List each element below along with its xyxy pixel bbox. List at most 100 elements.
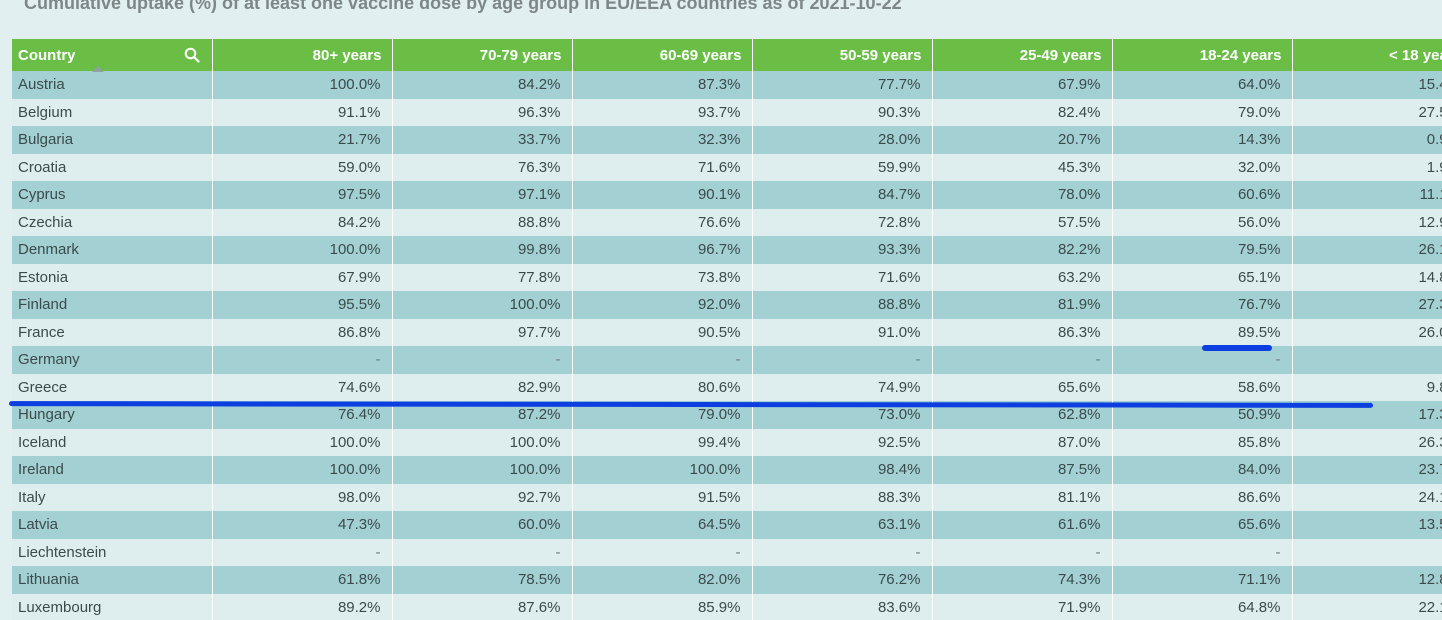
table-row[interactable]: Croatia59.0%76.3%71.6%59.9%45.3%32.0%1.9…: [12, 153, 1442, 181]
country-cell: France: [12, 318, 213, 346]
uptake-cell: 91.1%: [212, 98, 393, 126]
uptake-cell: 20.7%: [932, 126, 1113, 154]
uptake-cell: -: [1112, 346, 1293, 374]
country-cell: Germany: [12, 346, 213, 374]
uptake-cell: 26.3%: [1292, 428, 1442, 456]
sort-ascending-icon[interactable]: [92, 66, 104, 72]
uptake-cell: 93.7%: [572, 98, 753, 126]
table-row[interactable]: Austria 100.0% 84.2% 87.3% 77.7% 67.9% 64.0% 15…: [12, 71, 1442, 99]
uptake-cell: 0.9%: [1292, 126, 1442, 154]
uptake-cell: -: [392, 538, 573, 566]
table-row[interactable]: Denmark 100.0% 99.8% 96.7% 93.3% 82.2% 79.5% 26…: [12, 236, 1442, 264]
column-header-country[interactable]: Country: [12, 39, 213, 72]
table-row[interactable]: Germany-------: [12, 346, 1442, 374]
uptake-cell: 1.9%: [1292, 153, 1442, 181]
uptake-cell: 100.0%: [212, 236, 393, 264]
uptake-cell: 89.2%: [212, 593, 393, 620]
uptake-cell: 82.2%: [932, 236, 1113, 264]
uptake-cell: 61.6%: [932, 511, 1113, 539]
column-header-70-79[interactable]: 70-79 years: [392, 39, 573, 71]
uptake-cell: -: [572, 538, 753, 566]
uptake-cell: 45.3%: [932, 153, 1113, 181]
uptake-cell: 15.4%: [1292, 71, 1442, 99]
table-row[interactable]: Czechia 84.2% 88.8% 76.6% 72.8% 57.5% 56.0% 12.…: [12, 208, 1442, 236]
column-header-under-18[interactable]: < 18 years: [1292, 39, 1442, 71]
uptake-cell: 82.9%: [392, 373, 573, 401]
table-row[interactable]: Luxembourg 89.2% 87.6% 85.9% 83.6% 71.9% 64.8%…: [12, 593, 1442, 620]
country-cell: Greece: [12, 373, 213, 401]
country-cell: Czechia: [12, 208, 213, 236]
table-row[interactable]: Ireland 100.0% 100.0% 100.0% 98.4% 87.5% 84.0%…: [12, 456, 1442, 484]
uptake-cell: 96.3%: [392, 98, 573, 126]
uptake-cell: 28.0%: [752, 126, 933, 154]
uptake-cell: 67.9%: [212, 263, 393, 291]
table-row[interactable]: Iceland 100.0% 100.0% 99.4% 92.5% 87.0% 85.8% 2…: [12, 428, 1442, 456]
uptake-cell: 65.6%: [932, 373, 1113, 401]
uptake-cell: 79.0%: [1112, 98, 1293, 126]
uptake-cell: 23.7%: [1292, 456, 1442, 484]
column-header-80plus[interactable]: 80+ years: [212, 39, 393, 71]
search-icon[interactable]: [184, 47, 200, 63]
country-cell: Estonia: [12, 263, 213, 291]
uptake-cell: 26.0%: [1292, 318, 1442, 346]
uptake-cell: 12.9%: [1292, 208, 1442, 236]
uptake-cell: 64.8%: [1112, 593, 1293, 620]
column-header-60-69[interactable]: 60-69 years: [572, 39, 753, 71]
column-header-25-49[interactable]: 25-49 years: [932, 39, 1113, 71]
column-header-50-59[interactable]: 50-59 years: [752, 39, 933, 71]
uptake-cell: -: [572, 346, 753, 374]
table-row[interactable]: Liechtenstein-------: [12, 538, 1442, 566]
uptake-cell: 74.9%: [752, 373, 933, 401]
table-row[interactable]: Belgium 91.1% 96.3% 93.7% 90.3% 82.4% 79.0% 27.…: [12, 98, 1442, 126]
uptake-cell: 92.0%: [572, 291, 753, 319]
uptake-cell: 78.0%: [932, 181, 1113, 209]
uptake-cell: 74.3%: [932, 566, 1113, 594]
uptake-cell: 87.0%: [932, 428, 1113, 456]
uptake-cell: 57.5%: [932, 208, 1113, 236]
uptake-cell: 22.1%: [1292, 593, 1442, 620]
uptake-cell: 74.6%: [212, 373, 393, 401]
uptake-cell: 90.1%: [572, 181, 753, 209]
uptake-cell: -: [212, 538, 393, 566]
country-cell: Luxembourg: [12, 593, 213, 620]
uptake-cell: -: [1112, 538, 1293, 566]
uptake-cell: 86.8%: [212, 318, 393, 346]
country-cell: Croatia: [12, 153, 213, 181]
table-row[interactable]: Latvia47.3%60.0%64.5%63.1%61.6%65.6%13.5…: [12, 511, 1442, 539]
uptake-cell: 98.0%: [212, 483, 393, 511]
table-row[interactable]: Cyprus97.5%97.1%90.1%84.7%78.0%60.6%11.1…: [12, 181, 1442, 209]
column-header-18-24[interactable]: 18-24 years: [1112, 39, 1293, 71]
uptake-cell: 26.1%: [1292, 236, 1442, 264]
table-row[interactable]: Lithuania 61.8% 78.5% 82.0% 76.2% 74.3% 71.1% 1…: [12, 566, 1442, 594]
uptake-cell: 84.2%: [212, 208, 393, 236]
uptake-cell: 71.6%: [752, 263, 933, 291]
uptake-cell: 65.1%: [1112, 263, 1293, 291]
uptake-cell: 82.4%: [932, 98, 1113, 126]
uptake-cell: 77.7%: [752, 71, 933, 99]
uptake-cell: 88.8%: [392, 208, 573, 236]
table-row[interactable]: Estonia 67.9% 77.8% 73.8% 71.6% 63.2% 65.1% 14.…: [12, 263, 1442, 291]
uptake-cell: 87.5%: [932, 456, 1113, 484]
table-row[interactable]: France86.8%97.7%90.5%91.0%86.3%89.5%26.0…: [12, 318, 1442, 346]
table-row[interactable]: Finland 95.5% 100.0% 92.0% 88.8% 81.9% 76.7% 27…: [12, 291, 1442, 319]
uptake-cell: 84.7%: [752, 181, 933, 209]
table-row[interactable]: Bulgaria 21.7% 33.7% 32.3% 28.0% 20.7% 14.3% 0.…: [12, 126, 1442, 154]
uptake-cell: 67.9%: [932, 71, 1113, 99]
uptake-cell: 92.5%: [752, 428, 933, 456]
country-cell: Iceland: [12, 428, 213, 456]
uptake-cell: 86.3%: [932, 318, 1113, 346]
uptake-cell: 58.6%: [1112, 373, 1293, 401]
uptake-cell: 85.8%: [1112, 428, 1293, 456]
uptake-cell: 93.3%: [752, 236, 933, 264]
uptake-cell: -: [752, 346, 933, 374]
uptake-cell: 86.6%: [1112, 483, 1293, 511]
uptake-cell: 13.5%: [1292, 511, 1442, 539]
uptake-cell: 81.9%: [932, 291, 1113, 319]
table-body: Austria 100.0% 84.2% 87.3% 77.7% 67.9% 64.0% 15…: [12, 71, 1442, 620]
uptake-cell: 60.0%: [392, 511, 573, 539]
uptake-cell: 88.8%: [752, 291, 933, 319]
page-title: Cumulative uptake (%) of at least one va…: [24, 0, 902, 13]
